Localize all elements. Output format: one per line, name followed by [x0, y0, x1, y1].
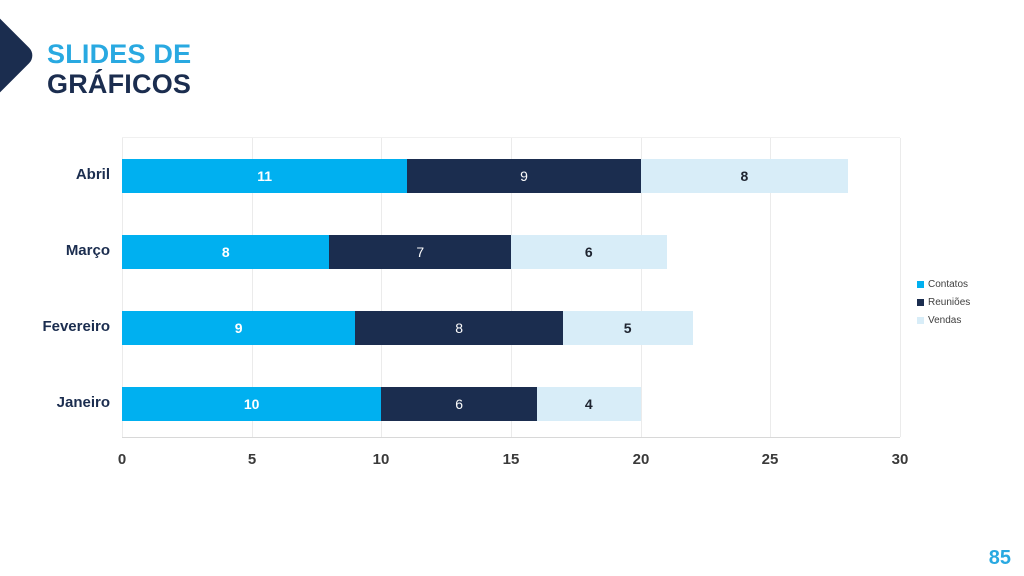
x-tick-label: 25	[761, 451, 779, 468]
x-tick-label: 5	[247, 451, 257, 468]
category-label: Janeiro	[56, 394, 110, 411]
legend-label: Reuniões	[928, 296, 971, 308]
gridline	[252, 138, 253, 437]
bar-segment-reunioes: 7	[329, 235, 511, 269]
bar-segment-vendas: 4	[536, 387, 641, 421]
bar-value-label: 5	[623, 320, 632, 336]
bar-value-label: 6	[584, 244, 593, 260]
page-title-line1: SLIDES DE	[47, 39, 192, 69]
bar-segment-vendas: 8	[640, 159, 849, 193]
x-tick-label: 15	[502, 451, 520, 468]
bar-row-fevereiro: 9 8 5	[122, 311, 693, 345]
bar-value-label: 9	[520, 168, 528, 184]
bar-segment-vendas: 5	[562, 311, 693, 345]
gridline	[381, 138, 382, 437]
legend-swatch-icon	[917, 280, 924, 288]
bar-value-label: 8	[740, 168, 749, 184]
bar-segment-contatos: 10	[122, 387, 382, 421]
legend-item: Contatos	[917, 278, 970, 290]
legend-label: Vendas	[928, 314, 962, 326]
legend-item: Vendas	[917, 314, 970, 326]
page-number: 85	[988, 547, 1011, 569]
bar-value-label: 8	[455, 320, 464, 336]
gridline	[122, 138, 123, 437]
chart-value-axis: 0 5 10 15 20 25 30	[118, 446, 909, 474]
bar-value-label: 4	[584, 396, 593, 412]
x-tick-label: 20	[632, 451, 650, 468]
bar-value-label: 7	[416, 244, 425, 260]
bar-segment-reunioes: 8	[355, 311, 563, 345]
legend-swatch-icon	[917, 316, 924, 324]
x-tick-label: 10	[372, 451, 390, 468]
x-tick-label: 30	[891, 451, 909, 468]
bar-value-label: 10	[243, 396, 260, 412]
arrow-decoration-icon	[0, 8, 37, 103]
bar-value-label: 11	[257, 168, 273, 184]
category-label: Fevereiro	[42, 318, 110, 335]
bar-row-abril: 11 9 8	[122, 159, 849, 193]
bar-row-marco: 8 7 6	[122, 235, 667, 269]
chart-category-axis: Abril Março Fevereiro Janeiro	[0, 137, 110, 438]
gridline	[770, 138, 771, 437]
bar-value-label: 9	[234, 320, 243, 336]
gridline	[511, 138, 512, 437]
bar-row-janeiro: 10 6 4	[122, 387, 641, 421]
gridline	[900, 138, 901, 437]
chart-legend: Contatos Reuniões Vendas	[917, 278, 970, 332]
bar-value-label: 8	[221, 244, 230, 260]
category-label: Abril	[75, 166, 110, 183]
bar-segment-contatos: 8	[122, 235, 330, 269]
bar-value-label: 6	[455, 396, 464, 412]
bar-segment-contatos: 11	[122, 159, 408, 193]
legend-label: Contatos	[928, 278, 969, 290]
plot-area: 11 9 8 8 7 6 9 8 5 10 6 4	[122, 137, 901, 438]
bar-segment-reunioes: 9	[407, 159, 641, 193]
x-tick-label: 0	[117, 451, 127, 468]
page-title: SLIDES DE GRÁFICOS	[47, 39, 191, 99]
bar-segment-vendas: 6	[510, 235, 667, 269]
page-title-line2: GRÁFICOS	[47, 69, 192, 99]
bar-segment-reunioes: 6	[381, 387, 537, 421]
category-label: Março	[65, 242, 110, 259]
bar-segment-contatos: 9	[122, 311, 356, 345]
legend-item: Reuniões	[917, 296, 970, 308]
legend-swatch-icon	[917, 298, 924, 306]
gridline	[641, 138, 642, 437]
